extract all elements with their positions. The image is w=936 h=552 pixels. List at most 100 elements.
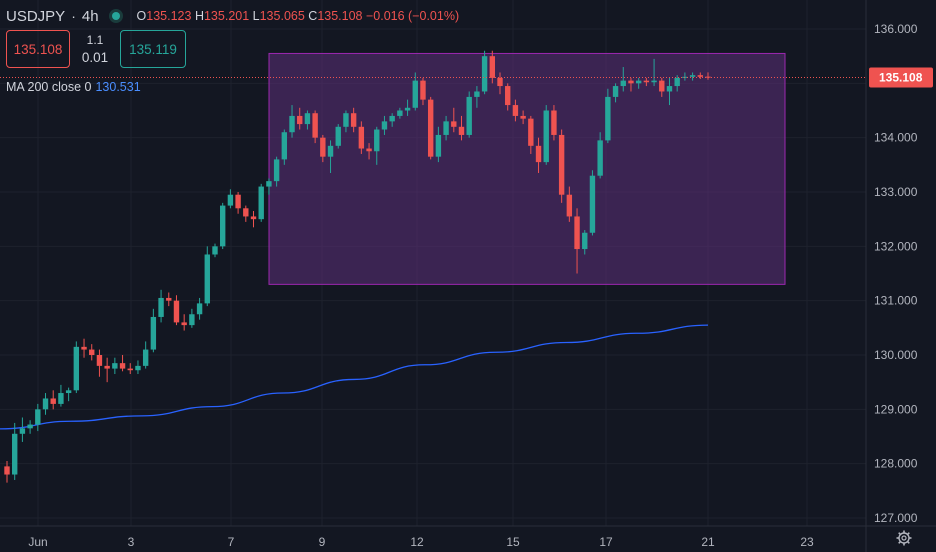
- candle[interactable]: [12, 422, 18, 480]
- candle[interactable]: [420, 77, 426, 106]
- candle[interactable]: [204, 246, 210, 307]
- candle[interactable]: [235, 192, 241, 214]
- candle[interactable]: [481, 50, 488, 95]
- candle[interactable]: [343, 110, 349, 133]
- candle[interactable]: [35, 403, 41, 432]
- candle[interactable]: [651, 58, 657, 87]
- candle[interactable]: [42, 393, 49, 415]
- candle[interactable]: [320, 134, 326, 163]
- candle[interactable]: [158, 289, 164, 323]
- candle[interactable]: [189, 308, 195, 328]
- lot-size-input[interactable]: 0.01: [81, 50, 109, 65]
- candle[interactable]: [566, 186, 573, 222]
- candle[interactable]: [505, 83, 511, 111]
- candle[interactable]: [135, 360, 141, 375]
- candle[interactable]: [219, 202, 226, 250]
- candle[interactable]: [589, 170, 596, 236]
- candle[interactable]: [674, 75, 680, 92]
- candle[interactable]: [258, 183, 264, 222]
- candle[interactable]: [427, 96, 434, 160]
- candle[interactable]: [250, 211, 257, 228]
- gear-icon[interactable]: [896, 530, 912, 546]
- candle[interactable]: [227, 189, 234, 209]
- candle[interactable]: [81, 338, 87, 358]
- candle[interactable]: [96, 349, 103, 377]
- candle[interactable]: [312, 110, 318, 144]
- candle[interactable]: [358, 121, 365, 154]
- candle[interactable]: [574, 208, 580, 274]
- candle[interactable]: [666, 77, 673, 106]
- candle[interactable]: [458, 115, 465, 141]
- candle[interactable]: [73, 341, 80, 394]
- candle[interactable]: [535, 137, 542, 173]
- candle[interactable]: [173, 295, 180, 326]
- candle[interactable]: [243, 205, 249, 222]
- candle[interactable]: [612, 83, 619, 103]
- candle[interactable]: [512, 99, 519, 122]
- candle[interactable]: [635, 77, 642, 89]
- candle[interactable]: [4, 460, 10, 483]
- candle[interactable]: [119, 355, 126, 372]
- timeframe-label[interactable]: 4h: [81, 7, 99, 25]
- candle[interactable]: [451, 107, 457, 133]
- candle[interactable]: [520, 110, 526, 125]
- range-rectangle[interactable]: [268, 52, 786, 285]
- candle[interactable]: [597, 132, 603, 179]
- candle[interactable]: [466, 91, 472, 138]
- candle[interactable]: [366, 143, 372, 160]
- candle[interactable]: [196, 297, 203, 320]
- candle[interactable]: [443, 115, 449, 141]
- symbol-label[interactable]: USDJPY: [6, 7, 66, 25]
- candle[interactable]: [27, 420, 33, 434]
- candle[interactable]: [412, 72, 418, 111]
- candle[interactable]: [266, 178, 272, 195]
- candle[interactable]: [273, 156, 280, 187]
- candle[interactable]: [558, 129, 565, 203]
- candle[interactable]: [150, 308, 157, 353]
- candle[interactable]: [212, 243, 218, 258]
- candle[interactable]: [127, 363, 133, 375]
- candle[interactable]: [297, 107, 303, 130]
- candle[interactable]: [528, 115, 534, 154]
- candle[interactable]: [166, 292, 172, 307]
- candle[interactable]: [497, 72, 503, 95]
- candle[interactable]: [19, 417, 26, 442]
- candle[interactable]: [374, 126, 380, 165]
- candle[interactable]: [181, 314, 187, 331]
- candle[interactable]: [582, 230, 588, 255]
- candle[interactable]: [697, 72, 703, 79]
- candle[interactable]: [335, 124, 341, 149]
- candle[interactable]: [605, 88, 611, 144]
- candle[interactable]: [112, 357, 118, 375]
- candle[interactable]: [304, 110, 311, 130]
- candle[interactable]: [50, 390, 56, 410]
- candle[interactable]: [104, 357, 110, 383]
- candle[interactable]: [142, 341, 149, 369]
- candle[interactable]: [551, 105, 557, 141]
- candle[interactable]: [89, 344, 95, 361]
- candle[interactable]: [281, 129, 288, 165]
- candle[interactable]: [659, 77, 665, 97]
- candle[interactable]: [643, 77, 650, 87]
- candle[interactable]: [474, 86, 480, 108]
- buy-button[interactable]: 135.119: [120, 30, 186, 68]
- candle[interactable]: [689, 72, 696, 81]
- candle[interactable]: [327, 140, 334, 173]
- candle[interactable]: [289, 105, 295, 138]
- candle[interactable]: [350, 107, 357, 133]
- ma-indicator-legend[interactable]: MA 200 close 0 130.531: [6, 80, 141, 94]
- candle[interactable]: [381, 115, 388, 135]
- market-status-icon[interactable]: [108, 9, 123, 23]
- candle[interactable]: [543, 105, 549, 165]
- candle[interactable]: [397, 107, 403, 119]
- candle[interactable]: [389, 113, 395, 127]
- candle[interactable]: [628, 77, 634, 92]
- candle[interactable]: [65, 387, 72, 402]
- candle[interactable]: [620, 67, 626, 92]
- candle[interactable]: [435, 126, 442, 163]
- candle[interactable]: [58, 384, 64, 407]
- sell-button[interactable]: 135.108: [6, 30, 70, 68]
- candle-body: [666, 86, 673, 92]
- candle[interactable]: [404, 99, 411, 116]
